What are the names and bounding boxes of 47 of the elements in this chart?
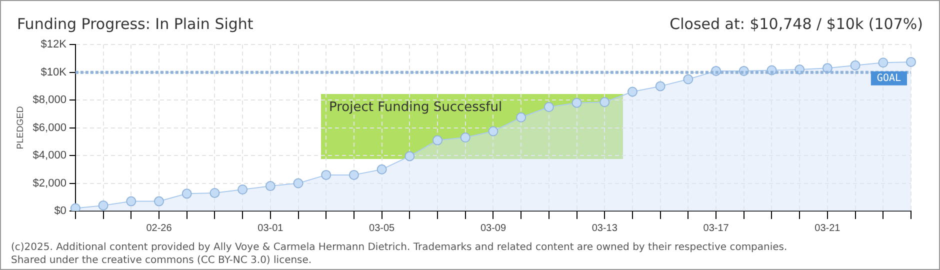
chart-title: Funding Progress: In Plain Sight bbox=[17, 15, 254, 33]
x-tick-label: 03-17 bbox=[703, 222, 730, 234]
chart-subtitle: Closed at: $10,748 / $10k (107%) bbox=[670, 15, 923, 33]
text: (c)2025. Additional content provided by Ally Voye & Carmela Hermann Dietrich. Trademarks and related content are owned by their respective companies. bbox=[11, 242, 788, 253]
point bbox=[182, 188, 192, 199]
annotation: Project Funding Successful bbox=[329, 100, 502, 115]
y-tick-label: $4,000 bbox=[32, 150, 66, 162]
x-tick-label: 03-05 bbox=[369, 222, 396, 234]
point bbox=[822, 63, 832, 74]
point bbox=[600, 97, 610, 108]
point bbox=[627, 86, 638, 97]
y-tick-label: $2,000 bbox=[32, 177, 66, 190]
point bbox=[265, 181, 276, 192]
point bbox=[348, 170, 359, 180]
point bbox=[238, 184, 248, 195]
x-tick-label: 03-09 bbox=[480, 222, 506, 234]
point bbox=[544, 102, 554, 112]
point bbox=[404, 151, 415, 162]
point bbox=[906, 56, 916, 67]
point bbox=[210, 188, 220, 198]
point bbox=[850, 60, 860, 70]
point bbox=[154, 196, 164, 206]
y-tick-label: $0 bbox=[54, 205, 66, 218]
y-axis-title: PLEDGED bbox=[14, 106, 25, 150]
point bbox=[488, 126, 498, 136]
point bbox=[572, 98, 582, 108]
point bbox=[98, 200, 108, 210]
text: Shared under the creative commons (CC BY-NC 3.0) license. bbox=[11, 255, 312, 266]
point bbox=[683, 74, 694, 84]
point bbox=[293, 178, 304, 188]
point bbox=[655, 81, 666, 92]
x-tick-label: 03-13 bbox=[592, 222, 618, 234]
point bbox=[321, 170, 332, 180]
x-tick-label: 03-01 bbox=[258, 222, 284, 234]
y-tick-label: $10K bbox=[40, 66, 68, 78]
point bbox=[432, 135, 443, 146]
point bbox=[878, 58, 888, 68]
point bbox=[516, 112, 526, 122]
point bbox=[376, 164, 387, 174]
x-tick-label: 02-26 bbox=[146, 222, 172, 234]
x-tick-label: 03-21 bbox=[814, 222, 841, 234]
point bbox=[126, 196, 136, 206]
y-tick-label: $6,000 bbox=[32, 122, 66, 134]
ref-line-label: GOAL bbox=[876, 72, 902, 84]
y-tick-label: $8,000 bbox=[32, 94, 66, 106]
point bbox=[460, 132, 470, 143]
y-tick-label: $12K bbox=[40, 38, 68, 51]
